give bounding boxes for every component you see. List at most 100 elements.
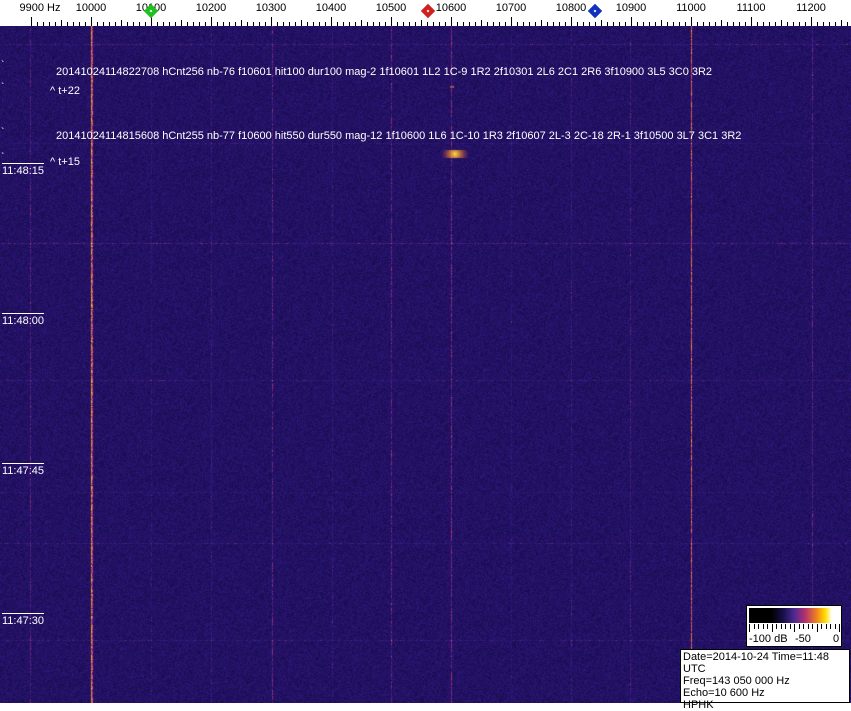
time-label: 11:48:15	[2, 163, 45, 177]
axis-tick	[613, 22, 614, 26]
axis-tick	[361, 20, 362, 26]
axis-tick	[691, 17, 692, 26]
axis-tick	[79, 22, 80, 26]
axis-tick	[679, 22, 680, 26]
scale-tick	[785, 624, 786, 629]
axis-tick	[451, 17, 452, 26]
time-label: 11:47:45	[2, 463, 45, 477]
scale-tick	[771, 624, 773, 632]
scale-tick	[749, 624, 750, 632]
axis-tick	[373, 22, 374, 26]
axis-tick	[661, 20, 662, 26]
axis-tick	[547, 22, 548, 26]
axis-tick	[103, 22, 104, 26]
scale-tick	[780, 624, 782, 629]
info-box: Date=2014-10-24 Time=11:48 UTC Freq=143 …	[680, 649, 850, 711]
axis-tick	[397, 22, 398, 26]
axis-label: 10200	[195, 2, 227, 14]
axis-tick	[91, 17, 92, 26]
axis-tick	[337, 22, 338, 26]
axis-tick	[469, 22, 470, 26]
scale-tick	[762, 624, 764, 629]
axis-tick	[577, 22, 578, 26]
axis-tick	[349, 22, 350, 26]
axis-tick	[55, 22, 56, 26]
axis-label: 10400	[315, 2, 347, 14]
axis-tick	[157, 22, 158, 26]
red-frequency-marker-icon[interactable]	[421, 3, 436, 19]
axis-tick	[145, 22, 146, 26]
date-time: Date=2014-10-24 Time=11:48 UTC	[683, 651, 829, 675]
axis-tick	[133, 22, 134, 26]
axis-tick	[697, 22, 698, 26]
meteor-annotation-2: 20141024114815608 hCnt255 nb-77 f10600 h…	[56, 130, 742, 142]
axis-tick	[493, 22, 494, 26]
axis-tick	[499, 22, 500, 26]
axis-tick	[565, 22, 566, 26]
axis-label: 10000	[75, 2, 107, 14]
scale-tick	[776, 624, 777, 629]
marker-tick: `	[1, 82, 5, 93]
meteor-annotation-1: 20141024114822708 hCnt256 nb-76 f10601 h…	[56, 66, 713, 78]
axis-tick	[205, 22, 206, 26]
axis-tick	[817, 22, 818, 26]
axis-tick	[553, 22, 554, 26]
blue-frequency-marker-icon[interactable]	[587, 3, 603, 19]
axis-tick	[283, 22, 284, 26]
axis-tick	[787, 22, 788, 26]
axis-tick	[535, 22, 536, 26]
axis-tick	[799, 22, 800, 26]
axis-tick	[721, 20, 722, 26]
axis-tick	[331, 17, 332, 26]
axis-tick	[631, 17, 632, 26]
axis-tick	[49, 22, 50, 26]
axis-tick	[541, 20, 542, 26]
marker-tick: `	[1, 60, 5, 71]
axis-tick	[223, 22, 224, 26]
axis-label: 11000	[676, 2, 706, 14]
scale-tick	[834, 624, 836, 629]
axis-label: 10700	[495, 2, 527, 14]
axis-tick	[769, 22, 770, 26]
axis-tick	[529, 22, 530, 26]
axis-label: 10300	[255, 2, 287, 14]
axis-tick	[169, 22, 170, 26]
scale-tick	[825, 624, 827, 629]
scale-label-mid: -50	[795, 633, 811, 645]
axis-tick	[625, 22, 626, 26]
axis-tick	[835, 22, 836, 26]
axis-tick	[781, 20, 782, 26]
axis-tick	[31, 17, 32, 26]
frequency: Freq=143 050 000 Hz	[683, 675, 790, 687]
axis-tick	[67, 22, 68, 26]
axis-tick	[121, 20, 122, 26]
axis-tick	[307, 22, 308, 26]
axis-tick	[685, 22, 686, 26]
axis-tick	[265, 22, 266, 26]
spectrogram[interactable]	[0, 26, 851, 703]
axis-tick	[385, 22, 386, 26]
axis-tick	[601, 20, 602, 26]
axis-tick	[715, 22, 716, 26]
axis-tick	[841, 20, 842, 26]
axis-label: 10600	[435, 2, 467, 14]
axis-tick	[559, 22, 560, 26]
marker-tick: `	[1, 152, 5, 163]
axis-tick	[325, 22, 326, 26]
scale-tick	[798, 624, 800, 629]
axis-tick	[403, 22, 404, 26]
axis-tick	[163, 22, 164, 26]
axis-tick	[481, 20, 482, 26]
axis-unit-label: 9900 Hz	[19, 2, 61, 14]
axis-tick	[109, 22, 110, 26]
axis-tick	[793, 22, 794, 26]
axis-tick	[271, 17, 272, 26]
axis-tick	[181, 20, 182, 26]
axis-tick	[229, 22, 230, 26]
axis-tick	[367, 22, 368, 26]
axis-tick	[649, 22, 650, 26]
axis-tick	[739, 22, 740, 26]
axis-tick	[241, 20, 242, 26]
time-label: 11:47:30	[2, 613, 45, 627]
axis-tick	[217, 22, 218, 26]
